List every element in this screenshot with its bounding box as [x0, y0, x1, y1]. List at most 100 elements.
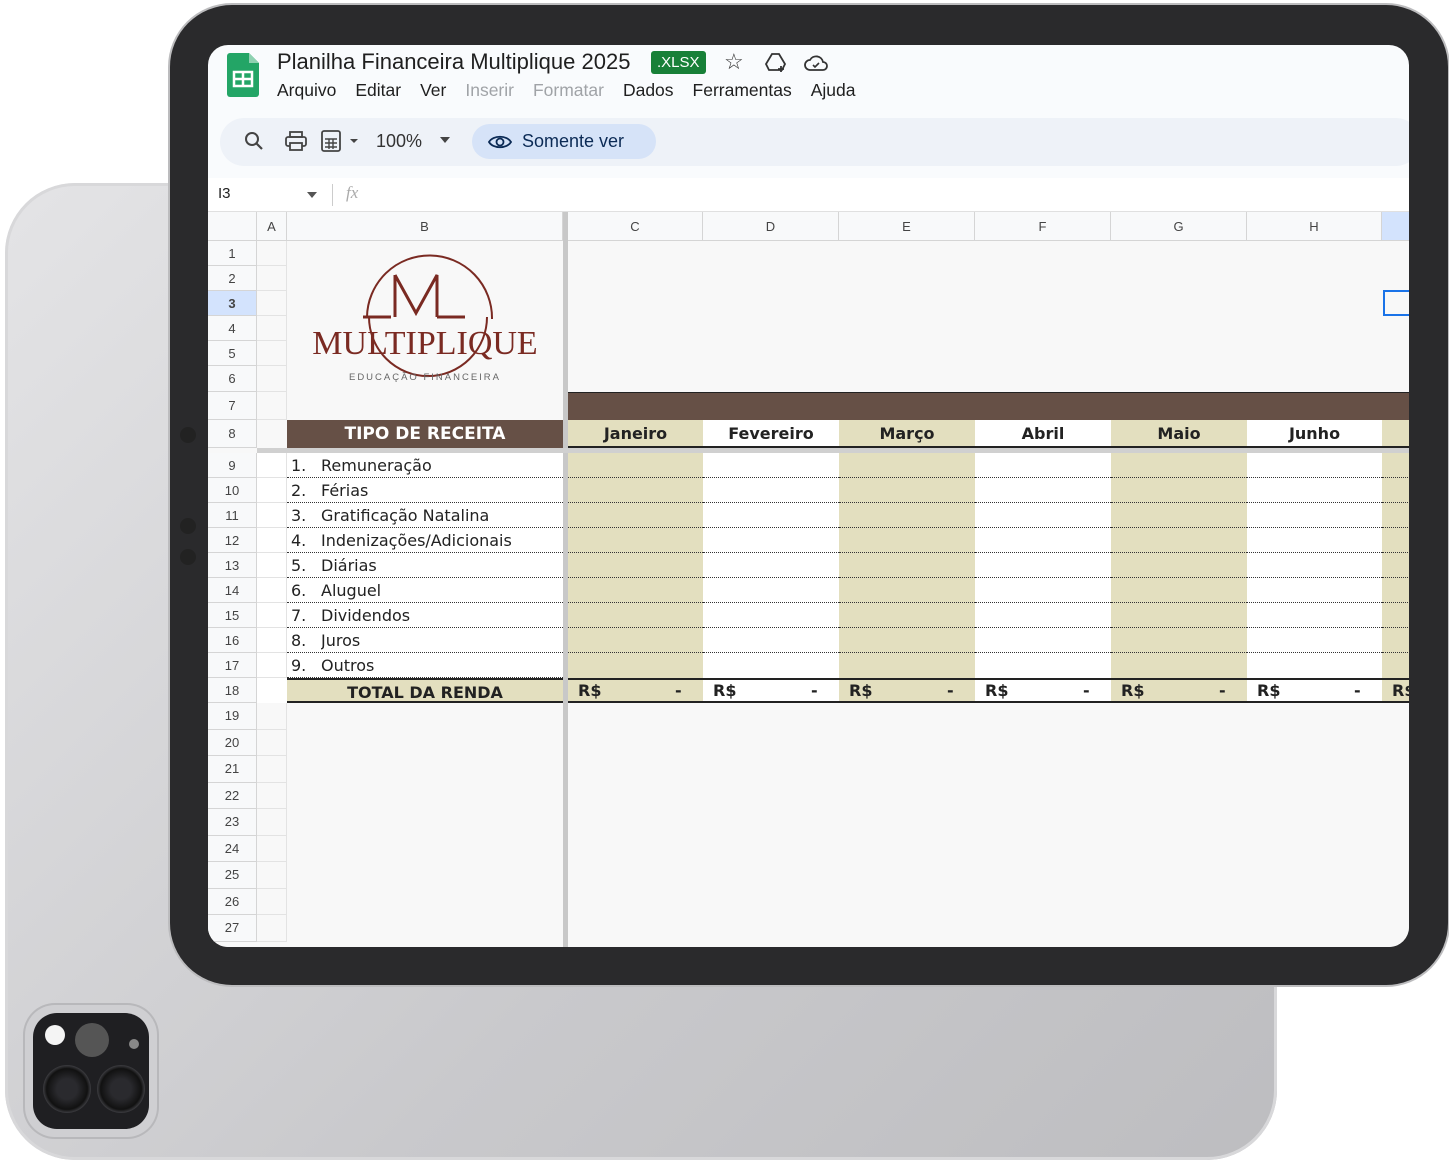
income-row-label[interactable]: [287, 553, 563, 578]
row-header-23[interactable]: 23: [208, 809, 257, 836]
value-cell[interactable]: [975, 528, 1111, 553]
row-header-24[interactable]: 24: [208, 835, 257, 862]
cell-a[interactable]: [257, 316, 287, 341]
value-cell[interactable]: [839, 453, 975, 478]
value-cell[interactable]: [568, 478, 703, 503]
value-cell[interactable]: [839, 603, 975, 628]
cell-a[interactable]: [257, 628, 287, 653]
value-cell[interactable]: [1111, 453, 1247, 478]
value-cell[interactable]: [703, 528, 839, 553]
column-header-d[interactable]: D: [703, 212, 839, 241]
row-header-22[interactable]: 22: [208, 782, 257, 809]
value-cell[interactable]: [568, 603, 703, 628]
income-row-label[interactable]: [287, 603, 563, 628]
total-cell[interactable]: [1247, 678, 1382, 703]
column-header-a[interactable]: A: [257, 212, 287, 241]
cell-a[interactable]: [257, 341, 287, 366]
value-cell[interactable]: [1247, 528, 1382, 553]
print-icon[interactable]: [285, 131, 307, 151]
value-cell[interactable]: [568, 553, 703, 578]
row-header-21[interactable]: 21: [208, 756, 257, 783]
value-cell[interactable]: [975, 653, 1111, 678]
value-cell[interactable]: [1382, 628, 1409, 653]
value-cell[interactable]: [1382, 453, 1409, 478]
value-cell[interactable]: [703, 478, 839, 503]
value-cell[interactable]: [975, 603, 1111, 628]
column-header-b[interactable]: B: [287, 212, 563, 241]
cell-a[interactable]: [257, 528, 287, 553]
move-to-drive-icon[interactable]: [764, 52, 788, 74]
month-header-2[interactable]: Março: [839, 420, 975, 448]
value-cell[interactable]: [1247, 453, 1382, 478]
value-cell[interactable]: [1111, 553, 1247, 578]
value-cell[interactable]: [1111, 578, 1247, 603]
row-header-25[interactable]: 25: [208, 862, 257, 889]
total-cell[interactable]: [703, 678, 839, 703]
cell-a[interactable]: [257, 756, 287, 783]
month-header-5[interactable]: Junho: [1247, 420, 1382, 448]
value-cell[interactable]: [1382, 553, 1409, 578]
row-header-19[interactable]: 19: [208, 703, 257, 730]
row-header-8[interactable]: 8: [208, 420, 257, 448]
value-cell[interactable]: [703, 553, 839, 578]
cell-a[interactable]: [257, 915, 287, 942]
value-cell[interactable]: [703, 628, 839, 653]
row-header-11[interactable]: 11: [208, 503, 257, 528]
name-box[interactable]: I3: [218, 185, 231, 202]
value-cell[interactable]: [568, 453, 703, 478]
corner-cell[interactable]: [208, 212, 257, 241]
income-row-label[interactable]: [287, 653, 563, 678]
row-header-2[interactable]: 2: [208, 266, 257, 291]
value-cell[interactable]: [703, 453, 839, 478]
value-cell[interactable]: [1382, 503, 1409, 528]
value-cell[interactable]: [1247, 628, 1382, 653]
value-cell[interactable]: [975, 478, 1111, 503]
cell-a[interactable]: [257, 678, 287, 703]
value-cell[interactable]: [568, 528, 703, 553]
cell-a[interactable]: [257, 291, 287, 316]
row-header-4[interactable]: 4: [208, 316, 257, 341]
cell-a[interactable]: [257, 729, 287, 756]
row-header-14[interactable]: 14: [208, 578, 257, 603]
value-cell[interactable]: [839, 478, 975, 503]
row-header-9[interactable]: 9: [208, 453, 257, 478]
value-cell[interactable]: [568, 503, 703, 528]
value-cell[interactable]: [975, 453, 1111, 478]
row-header-26[interactable]: 26: [208, 888, 257, 915]
value-cell[interactable]: [1247, 653, 1382, 678]
view-only-button[interactable]: Somente ver: [472, 124, 656, 159]
value-cell[interactable]: [703, 578, 839, 603]
value-cell[interactable]: [1382, 478, 1409, 503]
row-header-27[interactable]: 27: [208, 915, 257, 942]
value-cell[interactable]: [568, 628, 703, 653]
column-header-c[interactable]: C: [568, 212, 703, 241]
income-row-label[interactable]: [287, 453, 563, 478]
value-cell[interactable]: [568, 653, 703, 678]
month-header-0[interactable]: Janeiro: [568, 420, 703, 448]
cell-a[interactable]: [257, 809, 287, 836]
month-header-partial[interactable]: [1382, 420, 1409, 448]
value-cell[interactable]: [975, 503, 1111, 528]
row-header-16[interactable]: 16: [208, 628, 257, 653]
value-cell[interactable]: [1382, 528, 1409, 553]
value-cell[interactable]: [839, 578, 975, 603]
value-cell[interactable]: [975, 578, 1111, 603]
value-cell[interactable]: [1382, 603, 1409, 628]
row-header-13[interactable]: 13: [208, 553, 257, 578]
cell-a[interactable]: [257, 603, 287, 628]
value-cell[interactable]: [1247, 553, 1382, 578]
month-header-1[interactable]: Fevereiro: [703, 420, 839, 448]
value-cell[interactable]: [1382, 653, 1409, 678]
cell-a[interactable]: [257, 703, 287, 730]
cell-a[interactable]: [257, 478, 287, 503]
column-header-f[interactable]: F: [975, 212, 1111, 241]
cell-a[interactable]: [257, 888, 287, 915]
income-row-label[interactable]: [287, 503, 563, 528]
value-cell[interactable]: [1247, 603, 1382, 628]
income-row-label[interactable]: [287, 528, 563, 553]
freeze-divider[interactable]: [563, 212, 568, 947]
spreadsheet-grid[interactable]: A B C D E F G H 1 2 3 4 5 6 7 8 9 10 11 12 13 14 15 16 17 18 19 20 2…: [208, 212, 1409, 947]
month-header-3[interactable]: Abril: [975, 420, 1111, 448]
row-header-18[interactable]: 18: [208, 678, 257, 703]
menu-dados[interactable]: Dados: [622, 80, 674, 100]
